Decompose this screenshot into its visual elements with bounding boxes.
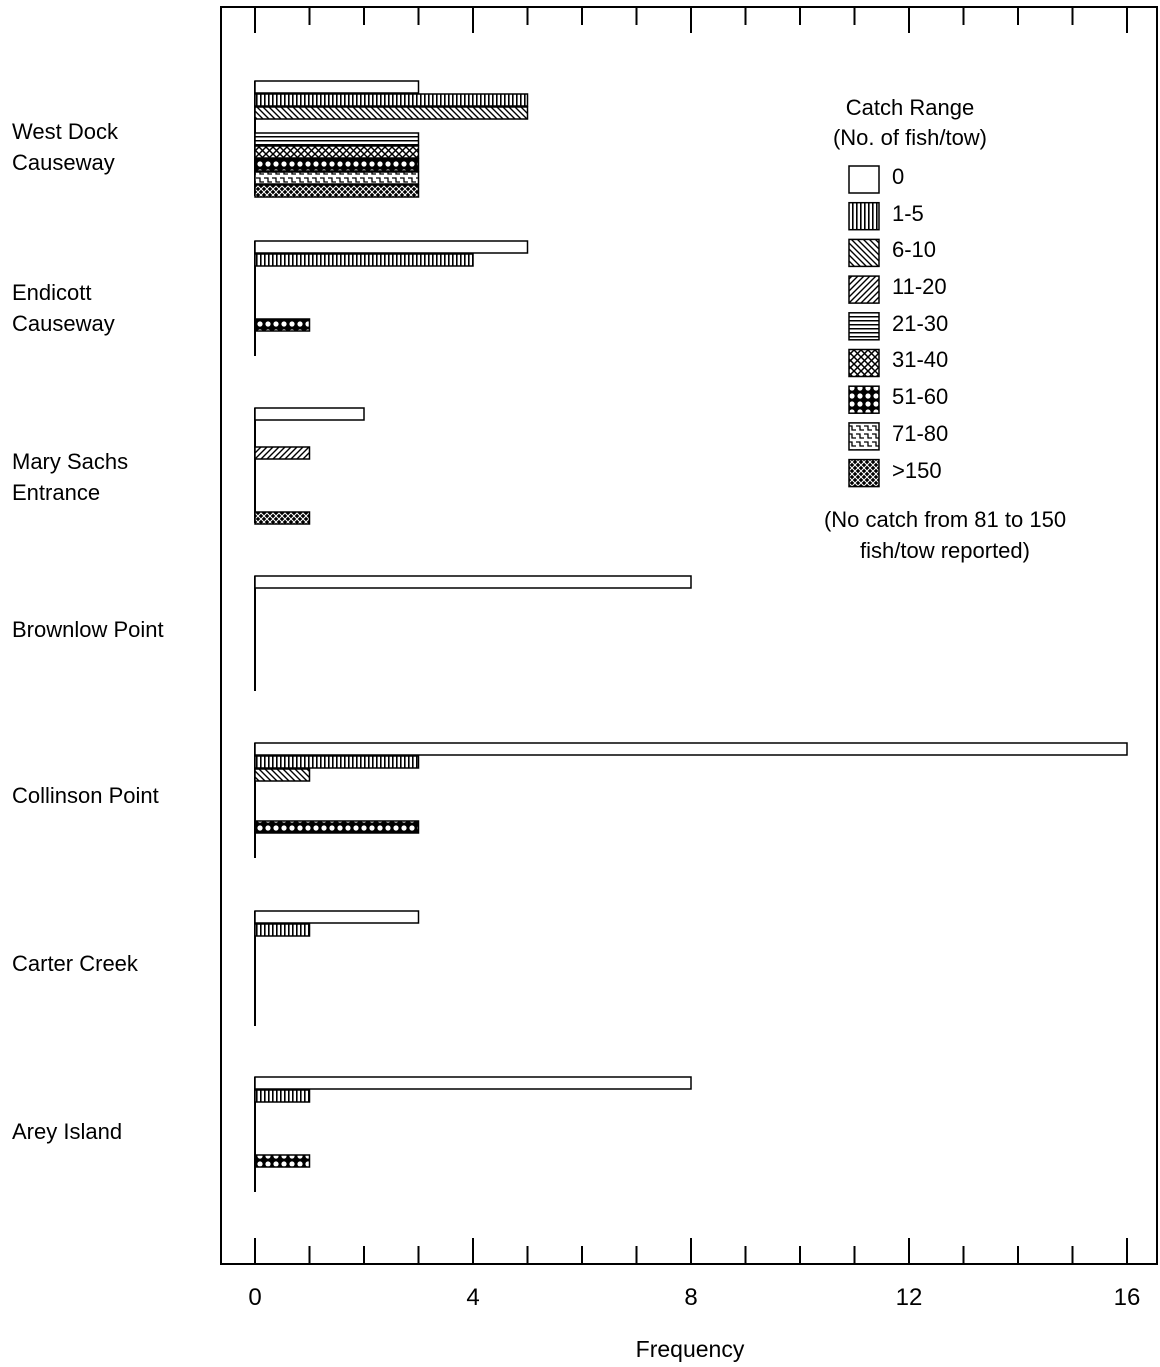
category-label: Arey Island xyxy=(12,1119,123,1144)
legend-entry: 21-30 xyxy=(770,306,1070,343)
category-label: Endicott Causeway xyxy=(12,280,115,336)
legend-entries: 0 1-5 6-10 11-20 21-30 31-40 51-60 71-80 >150 xyxy=(770,159,1070,489)
legend-entry-label: 0 xyxy=(892,164,905,189)
x-tick-label: 0 xyxy=(248,1284,262,1311)
legend-entry-label: >150 xyxy=(892,457,942,483)
legend-swatch xyxy=(848,312,880,341)
category-label: Brownlow Point xyxy=(12,617,164,642)
legend-title-line-2: (No. of fish/tow) xyxy=(832,125,988,150)
x-tick-label: 12 xyxy=(895,1284,923,1311)
category-label: Mary Sachs Entrance xyxy=(12,449,129,505)
legend-entry-label: 6-10 xyxy=(892,237,937,263)
bar xyxy=(254,923,311,937)
plot-frame xyxy=(220,6,1158,1265)
bar xyxy=(254,145,420,159)
bar xyxy=(254,106,529,120)
legend-entry: 11-20 xyxy=(770,269,1070,306)
bar xyxy=(254,755,420,769)
bar xyxy=(254,1076,692,1090)
legend-swatch xyxy=(848,422,880,451)
legend-entry: 0 xyxy=(770,159,1070,196)
legend-swatch xyxy=(848,348,880,378)
legend-entry-label: 1-5 xyxy=(892,200,924,226)
category-label: Carter Creek xyxy=(12,951,138,976)
bar xyxy=(254,768,311,782)
legend-entry-label: 31-40 xyxy=(892,347,949,373)
legend-entry: 71-80 xyxy=(770,416,1070,453)
category-label: West Dock Causeway xyxy=(12,119,118,175)
legend-swatch xyxy=(848,385,880,414)
bar xyxy=(254,446,311,460)
bar xyxy=(254,80,420,94)
bar xyxy=(254,820,420,834)
legend-entry-label: 21-30 xyxy=(892,310,949,336)
bar xyxy=(254,132,420,146)
bar xyxy=(254,158,420,172)
legend-swatch xyxy=(848,458,880,488)
legend-swatch xyxy=(848,201,880,231)
bar xyxy=(254,93,529,107)
legend-entry: 1-5 xyxy=(770,196,1070,233)
bar xyxy=(254,1089,311,1103)
bar xyxy=(254,511,311,525)
legend-entry: 31-40 xyxy=(770,342,1070,379)
bar xyxy=(254,318,311,332)
legend-entry: 51-60 xyxy=(770,379,1070,416)
legend-entry: >150 xyxy=(770,453,1070,490)
legend-title: Catch Range (No. of fish/tow) xyxy=(750,93,1070,153)
bar xyxy=(254,742,1128,756)
x-axis-label: Frequency xyxy=(635,1336,745,1362)
legend: Catch Range (No. of fish/tow) 0 1-5 6-10 11… xyxy=(770,93,1070,489)
legend-swatch xyxy=(848,165,880,194)
x-tick-label: 16 xyxy=(1113,1284,1141,1311)
category-label: Collinson Point xyxy=(12,783,159,808)
legend-swatch xyxy=(848,238,880,268)
legend-entry-label: 71-80 xyxy=(892,420,949,446)
bar xyxy=(254,240,529,254)
bar xyxy=(254,407,365,421)
bar xyxy=(254,253,474,267)
x-tick-label: 4 xyxy=(466,1284,480,1311)
legend-note: (No catch from 81 to 150 fish/tow report… xyxy=(823,507,1067,563)
bar xyxy=(254,910,420,924)
legend-title-line-1: Catch Range xyxy=(845,95,975,120)
legend-swatch xyxy=(848,275,880,304)
x-axis-ticks xyxy=(254,7,1128,1264)
x-tick-label: 8 xyxy=(684,1284,698,1311)
bar xyxy=(254,1154,311,1168)
bars-group xyxy=(254,80,1128,1192)
legend-entry-label: 11-20 xyxy=(892,274,947,300)
bar xyxy=(254,575,692,589)
bar xyxy=(254,171,420,185)
legend-swatches xyxy=(848,165,880,488)
legend-entry: 6-10 xyxy=(770,232,1070,269)
bar xyxy=(254,184,420,198)
legend-entry-label: 51-60 xyxy=(892,384,949,410)
